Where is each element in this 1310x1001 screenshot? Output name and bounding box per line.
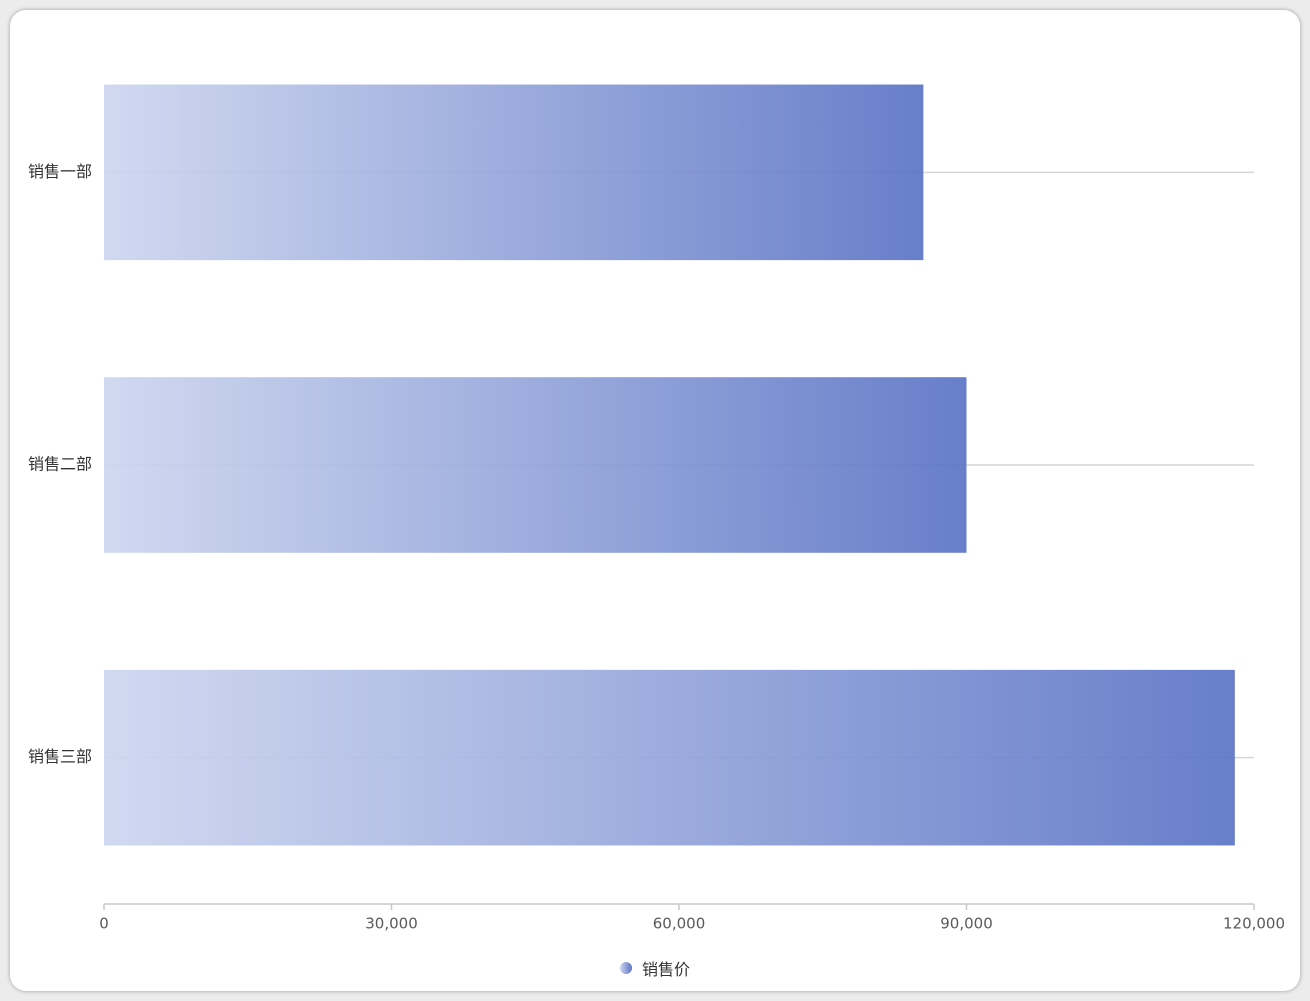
x-tick-label: 0 [99, 915, 109, 933]
x-axis: 0 30,000 60,000 90,000 120,000 [99, 903, 1285, 933]
legend[interactable]: 销售价 [10, 956, 1300, 980]
x-tick-label: 30,000 [365, 915, 418, 933]
legend-marker-icon [619, 962, 632, 974]
category-label: 销售二部 [28, 455, 92, 474]
x-tick-label: 90,000 [940, 915, 993, 933]
x-tick-label: 60,000 [653, 915, 706, 933]
bar-3[interactable] [104, 669, 1235, 846]
bars [104, 84, 1235, 846]
x-tick-label: 120,000 [1223, 915, 1285, 933]
category-label: 销售一部 [28, 162, 92, 181]
bar-2[interactable] [104, 377, 967, 553]
chart-card: 0 30,000 60,000 90,000 120,000 销售一部 销售二部 销售三部 … [10, 10, 1300, 991]
legend-label: 销售价 [641, 960, 690, 979]
category-label: 销售三部 [28, 747, 92, 766]
bar-1[interactable] [104, 84, 924, 261]
